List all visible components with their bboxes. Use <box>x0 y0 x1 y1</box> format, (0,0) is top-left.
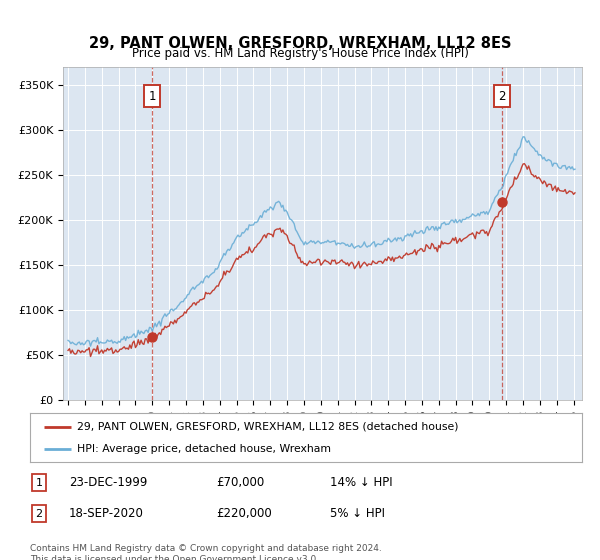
Text: 1: 1 <box>35 478 43 488</box>
Text: Contains HM Land Registry data © Crown copyright and database right 2024.
This d: Contains HM Land Registry data © Crown c… <box>30 544 382 560</box>
Text: 1: 1 <box>149 90 156 102</box>
Text: 2: 2 <box>498 90 506 102</box>
Text: HPI: Average price, detached house, Wrexham: HPI: Average price, detached house, Wrex… <box>77 444 331 454</box>
Text: £220,000: £220,000 <box>216 507 272 520</box>
Text: 23-DEC-1999: 23-DEC-1999 <box>69 476 148 489</box>
Text: 29, PANT OLWEN, GRESFORD, WREXHAM, LL12 8ES (detached house): 29, PANT OLWEN, GRESFORD, WREXHAM, LL12 … <box>77 422 458 432</box>
Text: 29, PANT OLWEN, GRESFORD, WREXHAM, LL12 8ES: 29, PANT OLWEN, GRESFORD, WREXHAM, LL12 … <box>89 36 511 50</box>
Text: Price paid vs. HM Land Registry's House Price Index (HPI): Price paid vs. HM Land Registry's House … <box>131 47 469 60</box>
Text: 14% ↓ HPI: 14% ↓ HPI <box>330 476 392 489</box>
Text: 18-SEP-2020: 18-SEP-2020 <box>69 507 144 520</box>
Text: 2: 2 <box>35 508 43 519</box>
Text: 5% ↓ HPI: 5% ↓ HPI <box>330 507 385 520</box>
Text: £70,000: £70,000 <box>216 476 264 489</box>
